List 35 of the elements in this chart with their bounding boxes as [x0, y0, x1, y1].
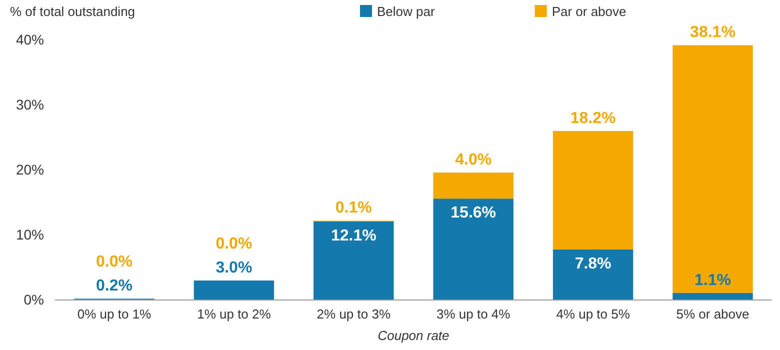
y-tick-label: 10% [16, 226, 44, 242]
data-label: 1.1% [694, 272, 731, 289]
data-label: 0.1% [335, 200, 372, 217]
x-tick-label: 2% up to 3% [316, 306, 391, 322]
data-label: 0.2% [96, 278, 132, 295]
data-label: 7.8% [574, 255, 612, 272]
x-tick-label: 5% or above [676, 306, 750, 322]
y-tick-label: 20% [16, 161, 44, 178]
x-axis-title: Coupon rate [378, 328, 450, 343]
data-label: 0.0% [216, 236, 252, 252]
data-label: 18.2% [570, 110, 616, 127]
bar [552, 249, 634, 300]
legend-label: Below par [377, 4, 436, 19]
data-label: 4.0% [455, 152, 492, 169]
bar [433, 172, 514, 199]
x-tick-label: 0% up to 1% [77, 306, 152, 322]
x-tick-label: 3% up to 4% [436, 306, 511, 322]
data-label: 12.1% [330, 227, 376, 244]
bar [314, 221, 394, 300]
x-tick-label: 1% up to 2% [197, 306, 272, 322]
bar [552, 131, 634, 250]
data-label: 0.0% [96, 254, 132, 271]
legend-label: Par or above [552, 4, 626, 19]
bar [672, 292, 753, 300]
data-label: 3.0% [216, 260, 252, 276]
x-tick-label: 4% up to 5% [556, 306, 630, 322]
y-tick-label: 30% [16, 96, 44, 112]
data-label: 15.6% [450, 204, 496, 222]
y-axis-title: % of total outstanding [10, 4, 136, 19]
bar [433, 198, 514, 300]
data-label: 38.1% [690, 24, 736, 42]
y-tick-label: 0% [24, 291, 44, 308]
bar [194, 280, 274, 300]
y-tick-label: 40% [16, 31, 44, 48]
bar [672, 45, 753, 293]
